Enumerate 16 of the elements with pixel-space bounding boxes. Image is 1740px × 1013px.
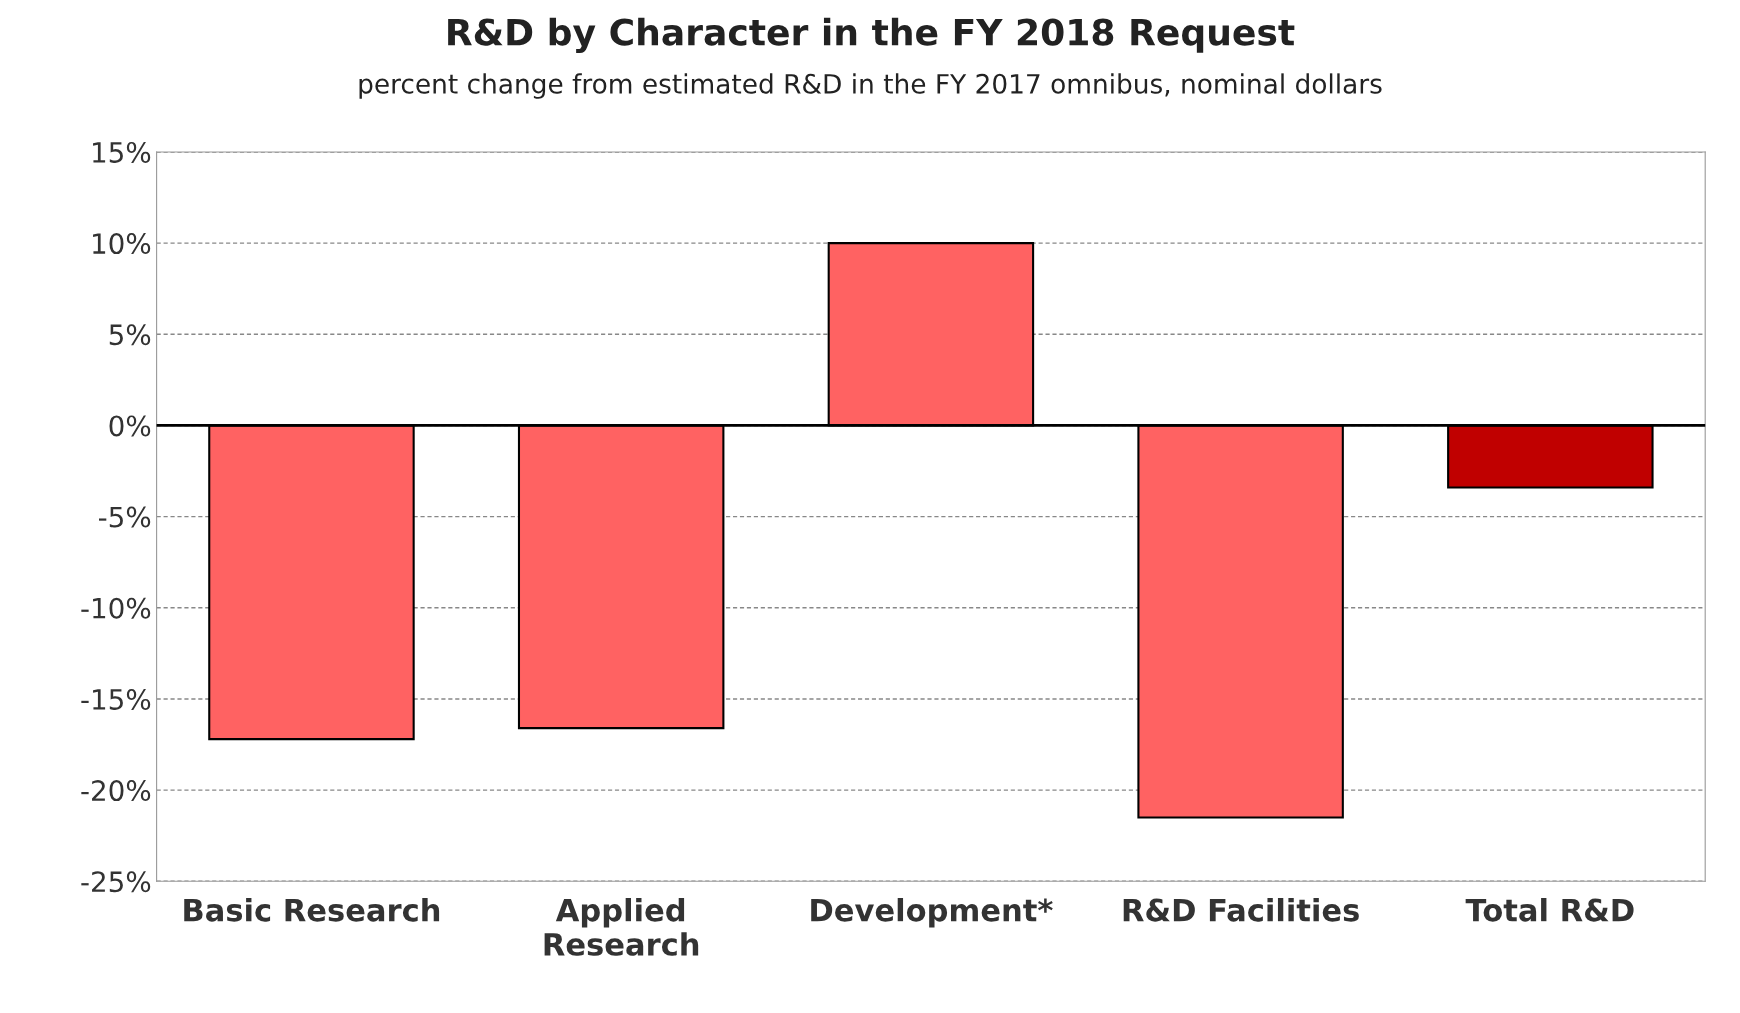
x-tick-label: Basic Research <box>184 897 440 922</box>
x-tick-label: R&D Facilities <box>1123 897 1359 922</box>
y-tick-label: 15% <box>93 141 151 163</box>
y-tick-label: -15% <box>81 688 151 710</box>
y-tick-label: 10% <box>93 233 151 255</box>
y-tick-label: 5% <box>109 324 151 346</box>
chart-title: R&D by Character in the FY 2018 Request <box>448 17 1295 54</box>
chart-subtitle: percent change from estimated R&D in the FY 2017 omnibus, nominal dollars <box>359 73 1382 99</box>
y-tick-label: 0% <box>109 415 151 437</box>
x-tick-label: Development* <box>811 897 1053 928</box>
x-tick-label: Total R&D <box>1465 897 1634 922</box>
y-tick-label: -25% <box>81 871 151 893</box>
y-tick-label: -10% <box>81 597 151 619</box>
x-tick-label: Applied Research <box>544 897 699 956</box>
y-tick-label: -20% <box>81 780 151 802</box>
y-tick-label: -5% <box>99 506 151 528</box>
